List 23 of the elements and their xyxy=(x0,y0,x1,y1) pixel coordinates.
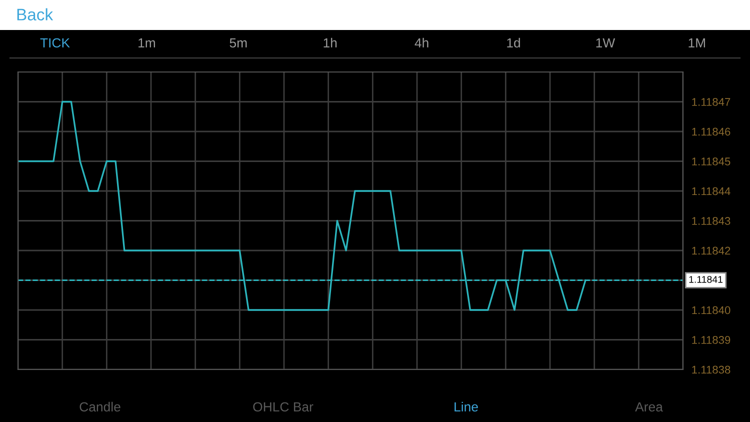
text: 1d xyxy=(507,38,520,48)
text: 5m xyxy=(230,38,247,48)
text: 1m xyxy=(138,38,155,48)
text: TICK xyxy=(40,38,70,48)
text: OHLC Bar xyxy=(253,402,314,412)
text: 1h xyxy=(324,38,337,48)
y-tick-label: 1.11845 xyxy=(692,158,730,166)
y-tick-label: 1.11842 xyxy=(692,246,730,255)
text: 1M xyxy=(688,38,705,48)
y-tick-label: 1.11847 xyxy=(692,98,730,106)
text: 4h xyxy=(414,38,428,48)
text: Candle xyxy=(80,402,120,412)
text: 1W xyxy=(596,38,616,48)
y-tick-label: 1.11839 xyxy=(692,336,730,344)
y-tick-label: 1.11844 xyxy=(692,187,730,196)
y-tick-label: 1.11846 xyxy=(692,128,730,136)
y-tick-label: 1.11840 xyxy=(692,306,730,314)
y-tick-label: 1.11838 xyxy=(692,366,730,374)
text: Area xyxy=(635,402,663,412)
text: Line xyxy=(454,402,478,412)
y-tick-label: 1.11843 xyxy=(692,217,730,225)
ref-line-label: 1.11841 xyxy=(689,276,723,283)
text: Back xyxy=(17,8,54,20)
